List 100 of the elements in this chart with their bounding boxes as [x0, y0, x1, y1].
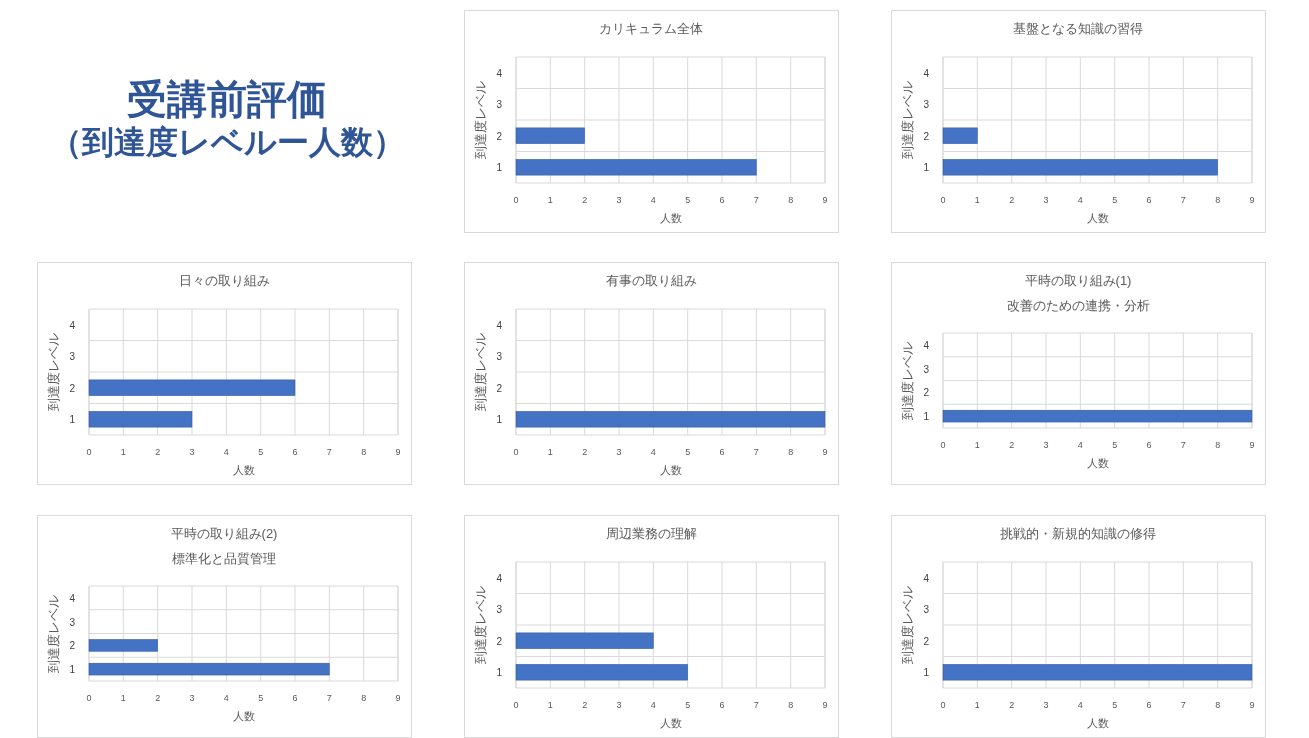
x-tick-label: 1: [974, 440, 980, 450]
x-tick-label: 0: [940, 195, 946, 205]
y-axis-title: 到達度レベル: [473, 81, 488, 159]
x-tick-label: 2: [1009, 195, 1015, 205]
x-tick-label: 4: [1077, 195, 1083, 205]
y-tick-label: 1: [923, 162, 930, 174]
x-tick-label: 4: [650, 447, 656, 457]
x-tick-label: 0: [940, 440, 946, 450]
x-tick-label: 0: [940, 700, 946, 710]
x-tick-label: 5: [685, 700, 691, 710]
text: （到達度レベルー人数）: [49, 124, 405, 160]
x-tick-label: 9: [1249, 700, 1255, 710]
x-tick-label: 1: [120, 447, 126, 457]
x-tick-label: 7: [753, 700, 759, 710]
y-tick-label: 3: [923, 604, 930, 616]
y-tick-label: 3: [69, 351, 76, 363]
x-axis-title: 人数: [1086, 212, 1109, 224]
y-tick-label: 3: [496, 604, 503, 616]
y-tick-label: 1: [69, 414, 76, 426]
y-tick-label: 2: [69, 640, 76, 652]
x-tick-label: 7: [326, 693, 332, 703]
x-tick-label: 9: [822, 447, 828, 457]
y-axis-title: 到達度レベル: [900, 81, 915, 159]
x-axis-title: 人数: [232, 710, 255, 722]
y-tick-label: 4: [923, 572, 930, 584]
x-tick-label: 2: [582, 447, 588, 457]
y-tick-label: 2: [923, 387, 930, 399]
x-tick-label: 4: [1077, 700, 1083, 710]
y-tick-label: 3: [69, 616, 76, 628]
x-tick-label: 6: [1146, 700, 1152, 710]
x-axis-title: 人数: [659, 212, 682, 224]
x-tick-label: 9: [822, 700, 828, 710]
y-tick-label: 4: [496, 572, 503, 584]
x-tick-label: 3: [189, 447, 195, 457]
x-tick-label: 1: [974, 195, 980, 205]
chart-title: 平時の取り組み(2): [170, 526, 278, 541]
y-tick-label: 1: [496, 162, 503, 174]
y-tick-label: 1: [496, 667, 503, 679]
y-tick-label: 4: [69, 592, 76, 604]
x-tick-label: 5: [1112, 700, 1118, 710]
y-tick-label: 2: [496, 130, 503, 142]
x-tick-label: 0: [513, 700, 519, 710]
y-axis-title: 到達度レベル: [473, 586, 488, 664]
x-tick-label: 7: [326, 447, 332, 457]
y-tick-label: 4: [923, 67, 930, 79]
chart-title: 周辺業務の理解: [605, 526, 697, 541]
x-tick-label: 7: [1180, 195, 1186, 205]
x-tick-label: 7: [1180, 700, 1186, 710]
x-tick-label: 3: [616, 700, 622, 710]
x-tick-label: 8: [788, 700, 794, 710]
x-tick-label: 2: [155, 447, 161, 457]
x-tick-label: 8: [788, 195, 794, 205]
x-tick-label: 2: [155, 693, 161, 703]
x-tick-label: 1: [547, 447, 553, 457]
x-tick-label: 4: [223, 447, 229, 457]
text: 受講前評価: [127, 77, 327, 121]
x-axis-title: 人数: [232, 464, 255, 476]
chart-title: カリキュラム全体: [599, 21, 703, 36]
x-tick-label: 3: [616, 447, 622, 457]
chart-title: 有事の取り組み: [605, 273, 697, 288]
x-tick-label: 3: [1043, 195, 1049, 205]
x-tick-label: 5: [1112, 440, 1118, 450]
x-tick-label: 8: [788, 447, 794, 457]
x-tick-label: 8: [361, 693, 367, 703]
x-tick-label: 7: [1180, 440, 1186, 450]
x-tick-label: 6: [1146, 195, 1152, 205]
x-axis-title: 人数: [659, 717, 682, 729]
x-tick-label: 8: [1215, 195, 1221, 205]
y-tick-label: 4: [496, 319, 503, 331]
x-tick-label: 6: [719, 447, 725, 457]
x-tick-label: 9: [395, 447, 401, 457]
y-tick-label: 1: [923, 667, 930, 679]
y-axis-title: 到達度レベル: [900, 586, 915, 664]
chart-subtitle: 改善のための連携・分析: [1006, 298, 1150, 313]
x-tick-label: 0: [513, 195, 519, 205]
y-tick-label: 2: [496, 635, 503, 647]
x-tick-label: 5: [685, 447, 691, 457]
x-tick-label: 3: [616, 195, 622, 205]
x-tick-label: 0: [86, 693, 92, 703]
y-tick-label: 2: [923, 130, 930, 142]
x-tick-label: 5: [1112, 195, 1118, 205]
x-tick-label: 6: [292, 693, 298, 703]
y-tick-label: 1: [496, 414, 503, 426]
y-tick-label: 4: [496, 67, 503, 79]
x-tick-label: 4: [650, 700, 656, 710]
x-tick-label: 9: [822, 195, 828, 205]
y-tick-label: 1: [923, 411, 930, 423]
x-tick-label: 5: [258, 447, 264, 457]
x-tick-label: 1: [974, 700, 980, 710]
x-axis-title: 人数: [659, 464, 682, 476]
y-tick-label: 3: [496, 99, 503, 111]
x-tick-label: 4: [650, 195, 656, 205]
x-tick-label: 8: [1215, 440, 1221, 450]
y-tick-label: 2: [923, 635, 930, 647]
x-tick-label: 0: [86, 447, 92, 457]
y-tick-label: 4: [923, 339, 930, 351]
x-tick-label: 9: [395, 693, 401, 703]
y-axis-title: 到達度レベル: [473, 333, 488, 411]
x-tick-label: 0: [513, 447, 519, 457]
x-axis-title: 人数: [1086, 717, 1109, 729]
